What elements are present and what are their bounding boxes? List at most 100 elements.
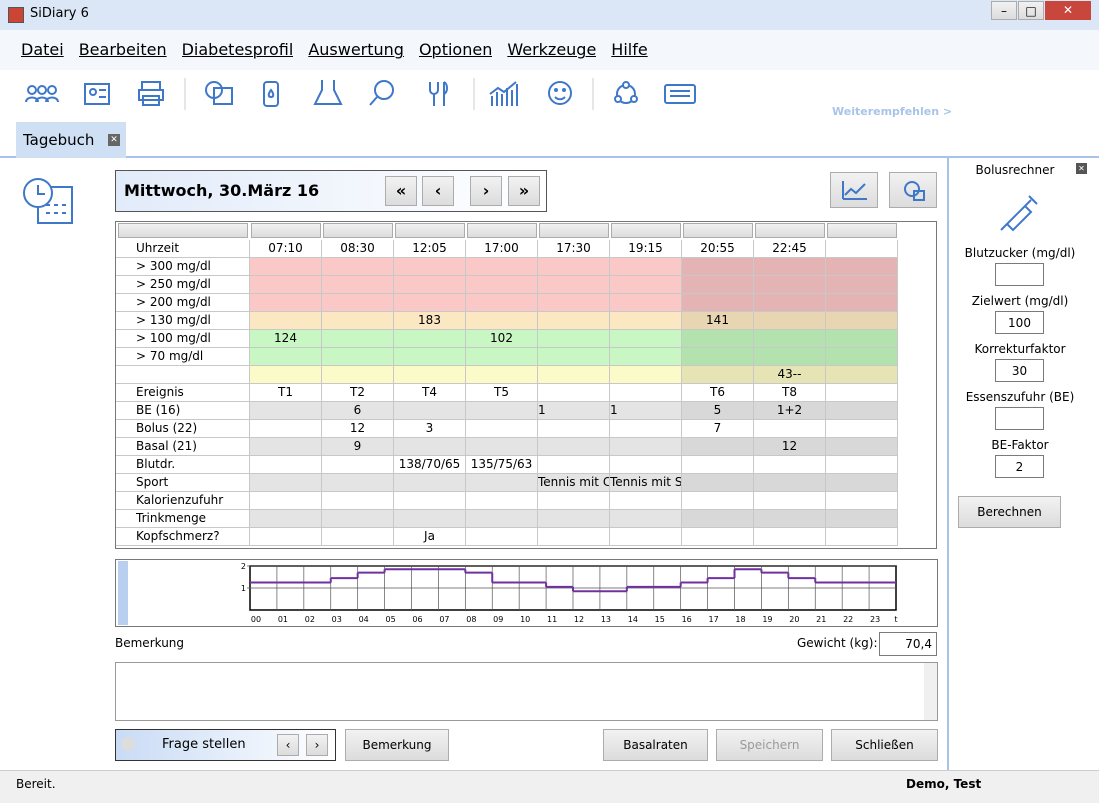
entry-cell[interactable]: 1+2 xyxy=(754,402,826,420)
glucose-cell[interactable] xyxy=(754,312,826,330)
nav-button[interactable]: » xyxy=(508,176,540,206)
weight-input[interactable]: 70,4 xyxy=(879,632,937,656)
entry-cell[interactable]: T5 xyxy=(466,384,538,402)
entry-cell[interactable] xyxy=(826,474,898,492)
glucose-cell[interactable] xyxy=(538,258,610,276)
entry-cell[interactable] xyxy=(466,492,538,510)
glucose-cell[interactable] xyxy=(826,330,898,348)
glucose-cell[interactable]: 124 xyxy=(250,330,322,348)
entry-cell[interactable] xyxy=(250,456,322,474)
entry-cell[interactable] xyxy=(610,438,682,456)
entry-cell[interactable] xyxy=(394,510,466,528)
menu-item[interactable]: Optionen xyxy=(418,40,493,59)
entry-cell[interactable] xyxy=(826,528,898,546)
glucose-cell[interactable]: 102 xyxy=(466,330,538,348)
entry-cell[interactable]: T4 xyxy=(394,384,466,402)
calc-button[interactable]: Berechnen xyxy=(958,496,1061,528)
glucose-cell[interactable] xyxy=(466,294,538,312)
menu-item[interactable]: Diabetesprofil xyxy=(181,40,294,59)
entry-cell[interactable] xyxy=(466,510,538,528)
entry-cell[interactable] xyxy=(826,384,898,402)
glucose-cell[interactable] xyxy=(682,276,754,294)
entry-cell[interactable] xyxy=(682,438,754,456)
glucose-cell[interactable] xyxy=(754,276,826,294)
entry-cell[interactable] xyxy=(610,456,682,474)
glucose-cell[interactable] xyxy=(682,294,754,312)
header-button[interactable] xyxy=(755,223,825,238)
glucose-cell[interactable] xyxy=(682,366,754,384)
entry-cell[interactable] xyxy=(322,474,394,492)
entry-cell[interactable] xyxy=(394,492,466,510)
recommend-link[interactable]: Weiterempfehlen > xyxy=(832,105,953,118)
basal-button[interactable]: Basalraten xyxy=(603,729,708,761)
glucose-cell[interactable] xyxy=(754,348,826,366)
header-button[interactable] xyxy=(118,223,248,238)
header-button[interactable] xyxy=(611,223,681,238)
entry-cell[interactable] xyxy=(466,474,538,492)
glucose-cell[interactable] xyxy=(610,258,682,276)
tab[interactable] xyxy=(16,122,126,158)
entry-cell[interactable] xyxy=(610,528,682,546)
entry-cell[interactable] xyxy=(250,402,322,420)
entry-cell[interactable]: Tennis mit C xyxy=(538,474,610,492)
menu-item[interactable]: Auswertung xyxy=(308,40,404,59)
entry-cell[interactable] xyxy=(250,528,322,546)
entry-cell[interactable] xyxy=(538,528,610,546)
field-input[interactable]: 2 xyxy=(995,455,1044,478)
settings-button[interactable] xyxy=(889,172,937,208)
glucose-cell[interactable] xyxy=(610,348,682,366)
entry-cell[interactable] xyxy=(250,510,322,528)
entry-cell[interactable] xyxy=(322,528,394,546)
glucose-cell[interactable] xyxy=(322,330,394,348)
field-input[interactable] xyxy=(995,407,1044,430)
entry-cell[interactable] xyxy=(826,420,898,438)
glucose-cell[interactable]: 183 xyxy=(394,312,466,330)
glucose-cell[interactable] xyxy=(466,258,538,276)
entry-cell[interactable]: 6 xyxy=(322,402,394,420)
glucose-cell[interactable] xyxy=(466,366,538,384)
entry-cell[interactable] xyxy=(394,402,466,420)
menu-item[interactable]: Hilfe xyxy=(611,40,648,59)
glucose-cell[interactable] xyxy=(322,366,394,384)
glucose-cell[interactable] xyxy=(250,312,322,330)
glucose-cell[interactable] xyxy=(250,294,322,312)
glucose-cell[interactable] xyxy=(322,294,394,312)
glucose-cell[interactable] xyxy=(754,294,826,312)
entry-cell[interactable] xyxy=(394,474,466,492)
menu-item[interactable]: Werkzeuge xyxy=(507,40,597,59)
glucose-cell[interactable] xyxy=(250,276,322,294)
entry-cell[interactable] xyxy=(322,510,394,528)
entry-cell[interactable]: Tennis mit S xyxy=(610,474,682,492)
glucose-cell[interactable] xyxy=(682,330,754,348)
entry-cell[interactable] xyxy=(250,492,322,510)
entry-cell[interactable] xyxy=(754,528,826,546)
entry-cell[interactable] xyxy=(538,510,610,528)
glucose-cell[interactable] xyxy=(394,294,466,312)
glucose-cell[interactable] xyxy=(394,348,466,366)
entry-cell[interactable]: 12 xyxy=(754,438,826,456)
entry-cell[interactable] xyxy=(538,384,610,402)
glucose-cell[interactable] xyxy=(826,312,898,330)
entry-cell[interactable]: 12 xyxy=(322,420,394,438)
entry-cell[interactable] xyxy=(466,420,538,438)
glucose-cell[interactable] xyxy=(250,348,322,366)
header-button[interactable] xyxy=(251,223,321,238)
save-button[interactable]: Speichern xyxy=(716,729,823,761)
entry-cell[interactable] xyxy=(466,402,538,420)
entry-cell[interactable]: T8 xyxy=(754,384,826,402)
nav-button[interactable]: ‹ xyxy=(422,176,454,206)
entry-cell[interactable]: T1 xyxy=(250,384,322,402)
glucose-cell[interactable] xyxy=(466,312,538,330)
entry-cell[interactable] xyxy=(610,510,682,528)
glucose-cell[interactable] xyxy=(610,276,682,294)
maximize-button[interactable]: □ xyxy=(1018,1,1044,20)
menu-item[interactable]: Datei xyxy=(21,40,64,59)
remark-button[interactable]: Bemerkung xyxy=(345,729,449,761)
entry-cell[interactable]: 9 xyxy=(322,438,394,456)
entry-cell[interactable]: 3 xyxy=(394,420,466,438)
entry-cell[interactable] xyxy=(610,492,682,510)
entry-cell[interactable] xyxy=(682,492,754,510)
glucose-cell[interactable] xyxy=(322,276,394,294)
entry-cell[interactable] xyxy=(826,402,898,420)
entry-cell[interactable]: Ja xyxy=(394,528,466,546)
